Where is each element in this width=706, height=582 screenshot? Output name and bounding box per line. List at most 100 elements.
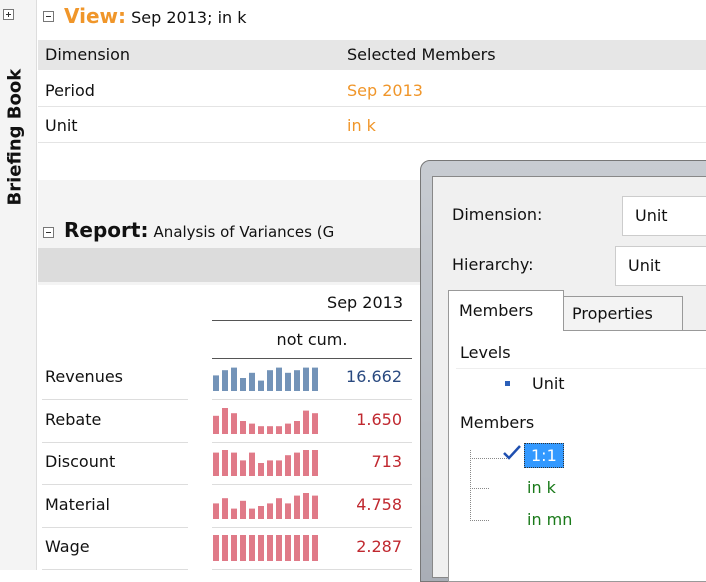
tree-line [470, 458, 489, 489]
sparkline-bar [258, 505, 264, 519]
field-label: Dimension: [452, 205, 543, 224]
collapse-toggle[interactable] [42, 226, 56, 240]
sparkline-bar [249, 452, 255, 476]
sparkline-bar [240, 378, 246, 391]
sparkline-bar [258, 425, 264, 434]
row-line [212, 484, 412, 485]
sparkline [213, 492, 318, 519]
row-line [212, 441, 412, 443]
report-text: Analysis of Variances (G [153, 223, 335, 241]
hierarchy-field[interactable]: Unit [615, 246, 706, 286]
sparkline-bar [303, 410, 309, 434]
view-header-row [38, 40, 706, 70]
sparkline-bar [276, 497, 282, 519]
expand-toggle[interactable] [2, 8, 16, 22]
sparkline-bar [303, 367, 309, 391]
sparkline-bar [267, 370, 273, 391]
sparkline-bar [303, 450, 309, 476]
member-item[interactable]: in k [527, 478, 556, 497]
report-label: Report: [64, 218, 149, 242]
header-line [212, 358, 412, 359]
sparkline-bar [258, 535, 264, 561]
dimension-field[interactable]: Unit [622, 196, 706, 236]
row-label: Discount [45, 452, 116, 471]
sparkline-bar [312, 535, 318, 561]
tab[interactable]: Properties [563, 296, 683, 331]
sparkline-bar [213, 452, 219, 476]
row-line [42, 484, 188, 485]
sparkline-bar [258, 463, 264, 476]
section-header: Members [460, 413, 535, 432]
sparkline [213, 450, 318, 476]
row-value: 2.287 [356, 537, 402, 556]
subcolumn-header: not cum. [276, 330, 348, 349]
member-cell: Sep 2013 [347, 81, 423, 100]
check-mark [503, 445, 521, 460]
sparkline-bar [249, 423, 255, 434]
view-heading: View: Sep 2013; in k [64, 4, 247, 28]
sparkline-bar [240, 460, 246, 476]
tab[interactable]: Members [448, 290, 564, 331]
dimension-cell: Period [45, 81, 95, 100]
sparkline-bar [267, 425, 273, 434]
sparkline-bar [276, 535, 282, 561]
member-item-selected[interactable]: 1:1 [524, 443, 564, 468]
row-label: Material [45, 494, 110, 514]
sparkline-bar [294, 370, 300, 391]
view-text: Sep 2013; in k [131, 8, 247, 27]
sparkline-bar [303, 535, 309, 561]
header-line [212, 320, 412, 321]
sparkline-bar [294, 495, 300, 519]
sparkline-bar [276, 460, 282, 476]
sparkline-bar [294, 535, 300, 561]
row-value: 713 [371, 452, 402, 471]
sparkline-bar [267, 502, 273, 519]
row-line [212, 399, 412, 400]
collapse-toggle[interactable] [42, 10, 56, 24]
sparkline-bar [312, 412, 318, 434]
dimension-cell: Unit [45, 116, 78, 135]
sparkline-bar [276, 367, 282, 391]
levels-list [456, 368, 706, 401]
sparkline-bar [312, 450, 318, 476]
row-line [38, 106, 706, 107]
row-line [38, 142, 706, 143]
report-toolbar [38, 248, 428, 282]
sidebar-title: Briefing Book [4, 68, 26, 206]
sparkline-bar [267, 460, 273, 476]
sparkline-bar [285, 455, 291, 476]
level-item[interactable]: Unit [532, 374, 565, 393]
table-header: Dimension [45, 45, 131, 64]
sparkline-bar [285, 535, 291, 561]
tree-line [470, 488, 489, 521]
field-label: Hierarchy: [452, 255, 534, 274]
report-heading: Report: Analysis of Variances (G [64, 218, 334, 242]
sparkline-bar [312, 495, 318, 519]
sparkline-bar [285, 372, 291, 391]
sparkline-bar [249, 372, 255, 391]
sparkline-bar [249, 535, 255, 561]
sparkline-bar [276, 425, 282, 434]
sparkline [213, 367, 318, 391]
tree-line [470, 450, 509, 459]
sparkline-bar [240, 420, 246, 434]
table-header: Selected Members [347, 45, 496, 64]
sparkline-bar [231, 535, 237, 561]
sparkline-bar [222, 407, 228, 434]
sparkline-bar [240, 500, 246, 519]
sparkline-bar [213, 535, 219, 561]
sparkline-bar [213, 502, 219, 519]
row-line [42, 399, 188, 400]
sparkline-bar [231, 452, 237, 476]
sparkline-bar [222, 450, 228, 476]
sparkline-bar [294, 452, 300, 476]
row-line [212, 526, 412, 528]
member-item[interactable]: in mn [527, 510, 573, 529]
sparkline-bar [285, 423, 291, 434]
sparkline-bar [231, 367, 237, 391]
sparkline-bar [258, 380, 264, 391]
row-label: Wage [45, 537, 90, 556]
sparkline-bar [312, 367, 318, 391]
sparkline-bar [267, 535, 273, 561]
sparkline-bar [285, 502, 291, 519]
